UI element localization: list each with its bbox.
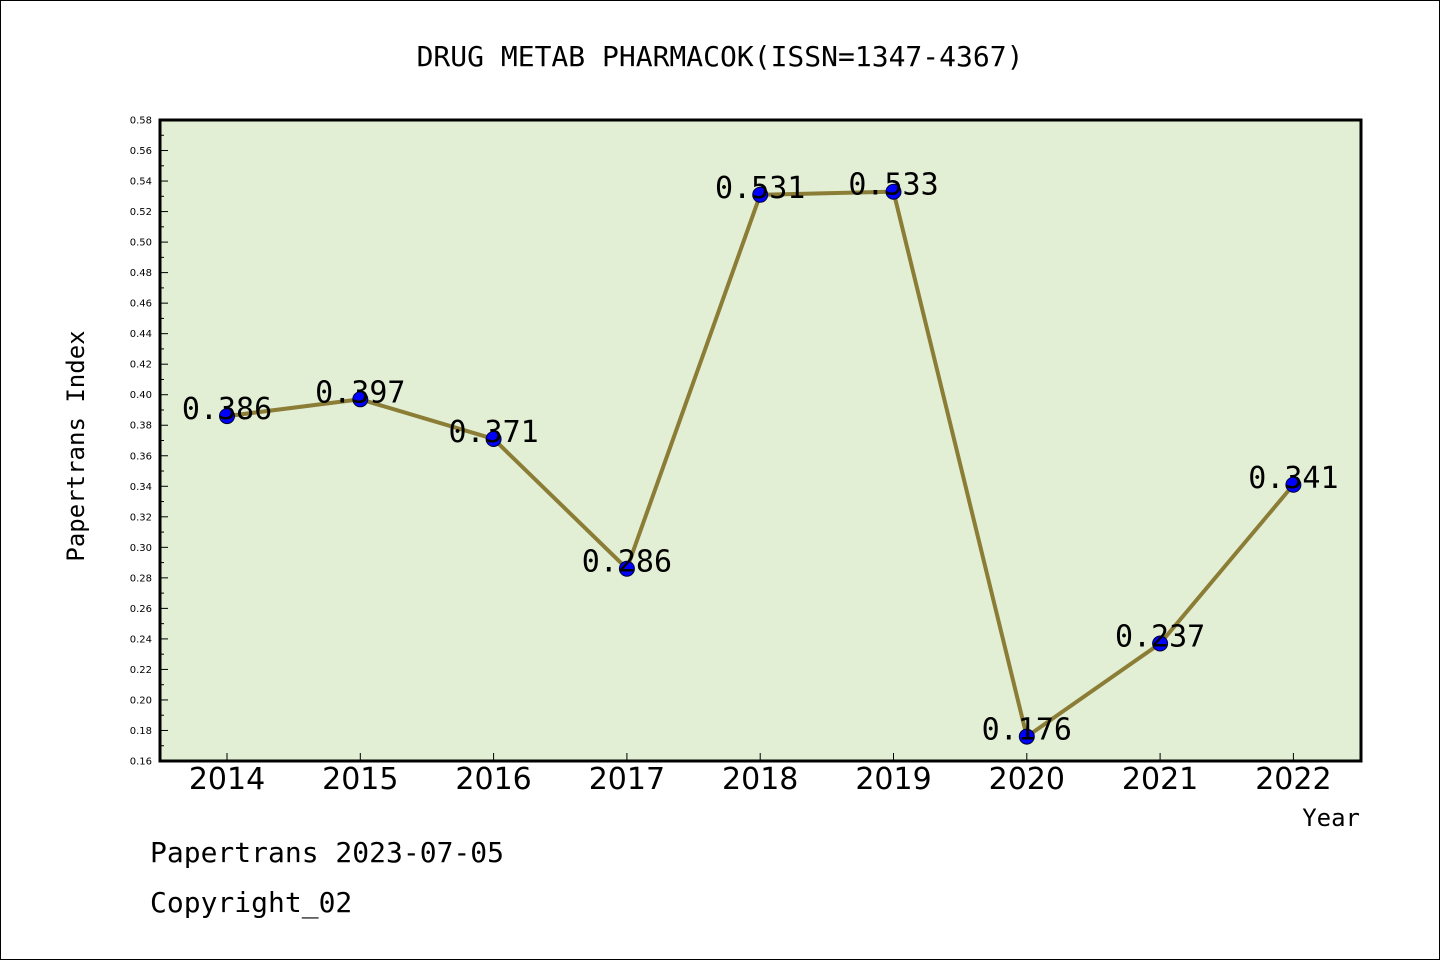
x-tick-label: 2018 bbox=[722, 762, 798, 797]
x-tick-label: 2014 bbox=[189, 762, 265, 797]
y-tick-label: 0.44 bbox=[130, 329, 152, 340]
y-tick-label: 0.30 bbox=[130, 543, 152, 554]
y-tick-label: 0.58 bbox=[130, 116, 152, 127]
y-tick-label: 0.28 bbox=[130, 573, 152, 584]
x-tick-label: 2022 bbox=[1255, 762, 1331, 797]
data-label: 0.341 bbox=[1248, 461, 1338, 496]
data-point-marker bbox=[485, 430, 502, 447]
y-tick-label: 0.18 bbox=[130, 726, 152, 737]
data-label: 0.176 bbox=[982, 713, 1072, 748]
data-label: 0.531 bbox=[715, 171, 805, 206]
x-axis-ticks: 2014 2015 2016 2017 2018 2019 2020 2021 2022 bbox=[189, 753, 1332, 797]
data-label: 0.286 bbox=[582, 545, 672, 580]
data-point-marker bbox=[885, 183, 902, 200]
y-tick-label: 0.46 bbox=[130, 299, 152, 310]
y-tick-label: 0.22 bbox=[130, 665, 152, 676]
x-tick-label: 2016 bbox=[455, 762, 531, 797]
y-tick-label: 0.54 bbox=[130, 177, 152, 188]
y-tick-label: 0.32 bbox=[130, 512, 152, 523]
y-tick-label: 0.52 bbox=[130, 207, 152, 218]
y-tick-label: 0.26 bbox=[130, 604, 152, 615]
y-tick-label: 0.56 bbox=[130, 146, 152, 157]
y-tick-label: 0.24 bbox=[130, 634, 152, 645]
data-label: 0.397 bbox=[315, 375, 405, 410]
data-point-marker bbox=[618, 560, 635, 577]
data-point-marker bbox=[1285, 476, 1302, 493]
x-tick-label: 2020 bbox=[989, 762, 1065, 797]
y-tick-label: 0.38 bbox=[130, 421, 152, 432]
footer-copyright: Copyright_02 bbox=[150, 886, 353, 919]
x-tick-label: 2017 bbox=[589, 762, 665, 797]
y-tick-label: 0.40 bbox=[130, 390, 152, 401]
data-label: 0.371 bbox=[448, 415, 538, 450]
x-tick-label: 2015 bbox=[322, 762, 398, 797]
y-axis-title: Papertrans Index bbox=[62, 330, 90, 561]
y-tick-label: 0.50 bbox=[130, 238, 152, 249]
data-label: 0.386 bbox=[182, 392, 272, 427]
y-tick-label: 0.36 bbox=[130, 451, 152, 462]
data-point-marker bbox=[1018, 728, 1035, 745]
x-axis-title: Year bbox=[1302, 804, 1360, 832]
x-tick-label: 2021 bbox=[1122, 762, 1198, 797]
chart-title: DRUG METAB PHARMACOK(ISSN=1347-4367) bbox=[417, 40, 1024, 73]
data-point-marker bbox=[1152, 635, 1169, 652]
y-tick-label: 0.48 bbox=[130, 268, 152, 279]
data-label: 0.237 bbox=[1115, 619, 1205, 654]
plot-area bbox=[158, 118, 1363, 763]
data-labels: 0.386 0.397 0.371 0.286 0.531 0.533 0.176 0.237… bbox=[182, 168, 1339, 748]
data-point-marker bbox=[352, 391, 369, 408]
data-point-marker bbox=[219, 408, 235, 425]
data-label: 0.533 bbox=[848, 168, 938, 203]
y-tick-label: 0.16 bbox=[130, 757, 152, 768]
y-axis-ticks: 0.16 0.18 0.20 0.22 0.24 0.26 0.28 0.30 0.32 0.34… bbox=[130, 116, 168, 768]
data-points bbox=[219, 183, 1302, 745]
y-tick-label: 0.20 bbox=[130, 695, 152, 706]
data-point-marker bbox=[752, 186, 769, 203]
x-tick-label: 2019 bbox=[855, 762, 931, 797]
y-tick-label: 0.42 bbox=[130, 360, 152, 371]
y-tick-label: 0.34 bbox=[130, 482, 152, 493]
footer-date: Papertrans 2023-07-05 bbox=[150, 836, 505, 869]
